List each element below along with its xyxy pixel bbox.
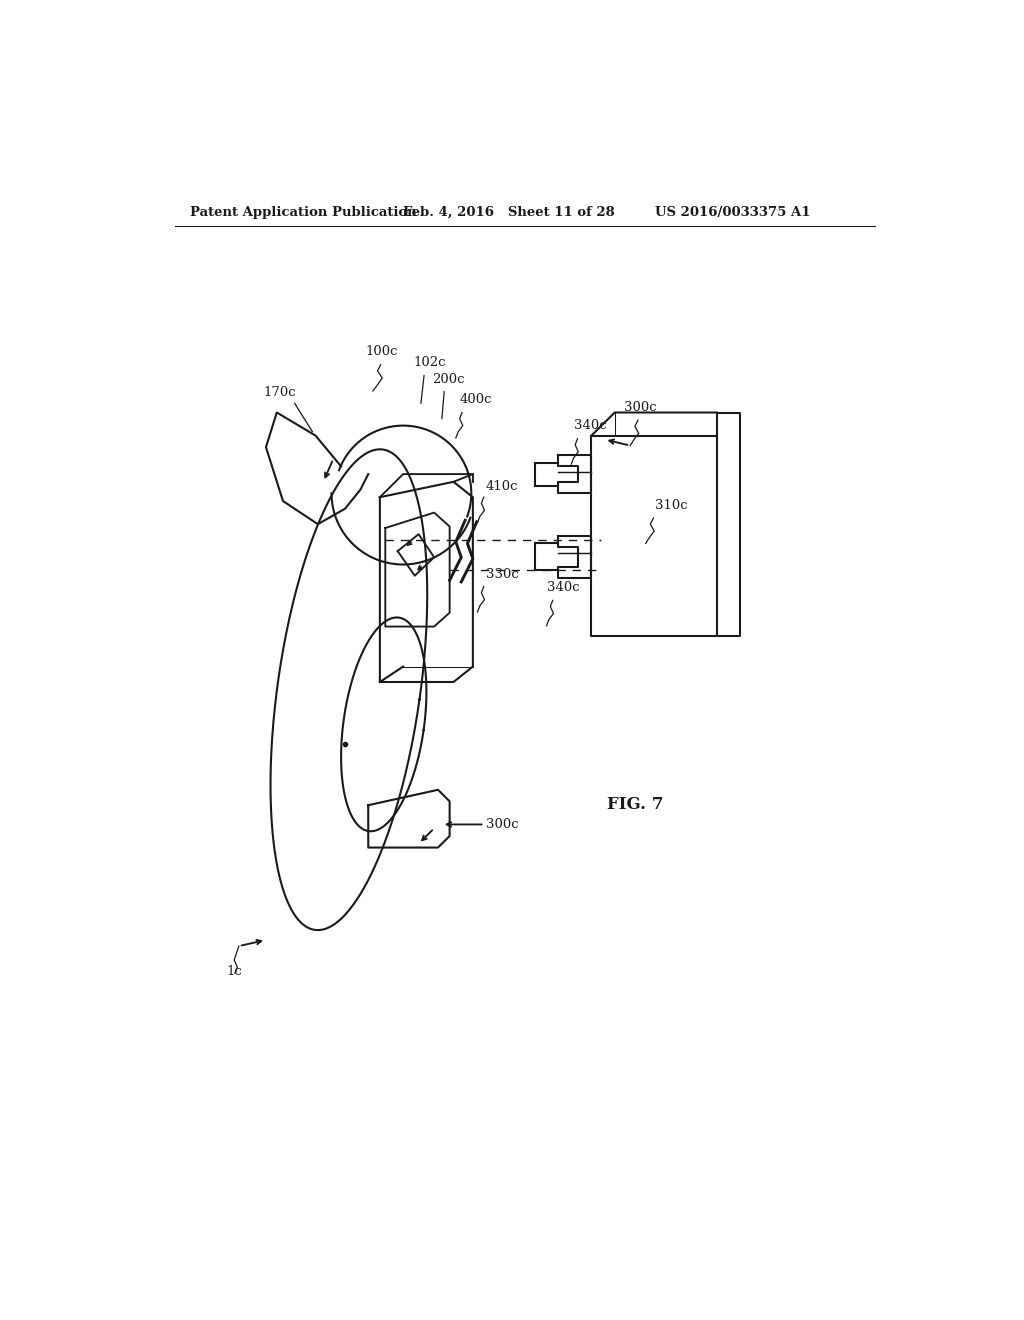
Text: 340c: 340c: [573, 420, 606, 433]
Text: 1c: 1c: [226, 965, 242, 978]
Text: 102c: 102c: [414, 356, 445, 370]
Text: US 2016/0033375 A1: US 2016/0033375 A1: [655, 206, 811, 219]
Text: 410c: 410c: [486, 479, 518, 492]
Text: Feb. 4, 2016   Sheet 11 of 28: Feb. 4, 2016 Sheet 11 of 28: [403, 206, 614, 219]
Text: 100c: 100c: [366, 345, 398, 358]
Text: 330c: 330c: [486, 568, 519, 581]
Text: 300c: 300c: [486, 818, 519, 832]
Text: 340c: 340c: [547, 581, 580, 594]
Text: 170c: 170c: [263, 385, 296, 399]
Text: 200c: 200c: [432, 374, 465, 387]
Text: 400c: 400c: [460, 393, 493, 407]
Text: FIG. 7: FIG. 7: [607, 796, 664, 813]
Text: 310c: 310c: [655, 499, 688, 512]
Text: Patent Application Publication: Patent Application Publication: [190, 206, 417, 219]
Text: 300c: 300c: [624, 401, 656, 414]
